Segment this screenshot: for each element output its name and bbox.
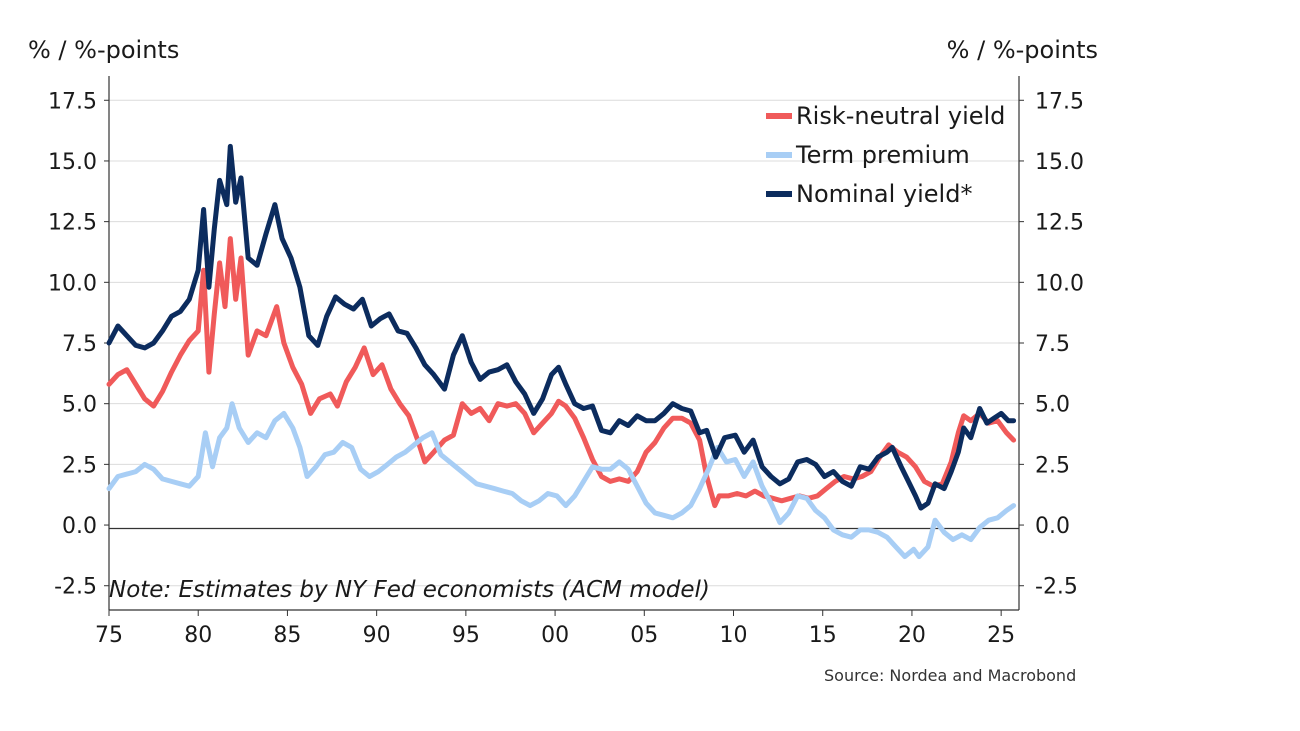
y-axis-title-right: % / %-points: [946, 36, 1098, 64]
x-tick-label: 80: [184, 623, 212, 648]
y-tick-label-left: 7.5: [62, 332, 97, 357]
x-tick-label: 20: [898, 623, 926, 648]
y-tick-label-right: 10.0: [1035, 271, 1084, 296]
legend-label-0: Risk-neutral yield: [796, 102, 1005, 130]
series-line-2: [106, 143, 1017, 511]
y-tick-label-right: 17.5: [1035, 89, 1084, 114]
y-tick-label-left: 5.0: [62, 393, 97, 418]
y-tick-label-left: 12.5: [48, 211, 97, 236]
y-ticks-left: -2.5 0.0 2.5 5.0 7.5 10.0 12.5 15.0 17.5: [48, 89, 109, 600]
y-tick-label-left: 15.0: [48, 150, 97, 175]
y-axis-title-left: % / %-points: [28, 36, 180, 64]
legend-label-1: Term premium: [795, 141, 970, 169]
y-tick-label-right: 15.0: [1035, 150, 1084, 175]
x-tick-label: 00: [541, 623, 569, 648]
x-tick-label: 10: [720, 623, 748, 648]
series-line-0: [106, 236, 1017, 509]
y-tick-label-right: 7.5: [1035, 332, 1070, 357]
x-tick-label: 05: [630, 623, 658, 648]
chart-note: Note: Estimates by NY Fed economists (AC…: [109, 577, 710, 603]
source-label: Source: Nordea and Macrobond: [824, 666, 1077, 685]
legend: Risk-neutral yield Term premium Nominal yi…: [766, 102, 1005, 208]
x-tick-label: 75: [95, 623, 123, 648]
x-tick-label: 85: [273, 623, 301, 648]
y-tick-label-left: 0.0: [62, 514, 97, 539]
series-line-1: [106, 401, 1017, 560]
series-lines: [106, 143, 1017, 560]
y-tick-label-left: -2.5: [54, 575, 97, 600]
y-tick-label-right: 5.0: [1035, 393, 1070, 418]
x-tick-label: 15: [809, 623, 837, 648]
y-tick-label-left: 17.5: [48, 89, 97, 114]
x-tick-label: 95: [452, 623, 480, 648]
y-tick-label-right: 2.5: [1035, 453, 1070, 478]
y-tick-label-right: 0.0: [1035, 514, 1070, 539]
x-tick-label: 25: [987, 623, 1015, 648]
x-tick-label: 90: [363, 623, 391, 648]
legend-label-2: Nominal yield*: [796, 180, 972, 208]
y-tick-label-right: -2.5: [1035, 575, 1078, 600]
y-tick-label-left: 10.0: [48, 271, 97, 296]
x-ticks: 75 80 85 90 95 00 05 10 15 20 25: [95, 610, 1015, 648]
y-tick-label-right: 12.5: [1035, 211, 1084, 236]
y-ticks-right: -2.5 0.0 2.5 5.0 7.5 10.0 12.5 15.0 17.5: [1019, 89, 1084, 600]
y-tick-label-left: 2.5: [62, 453, 97, 478]
